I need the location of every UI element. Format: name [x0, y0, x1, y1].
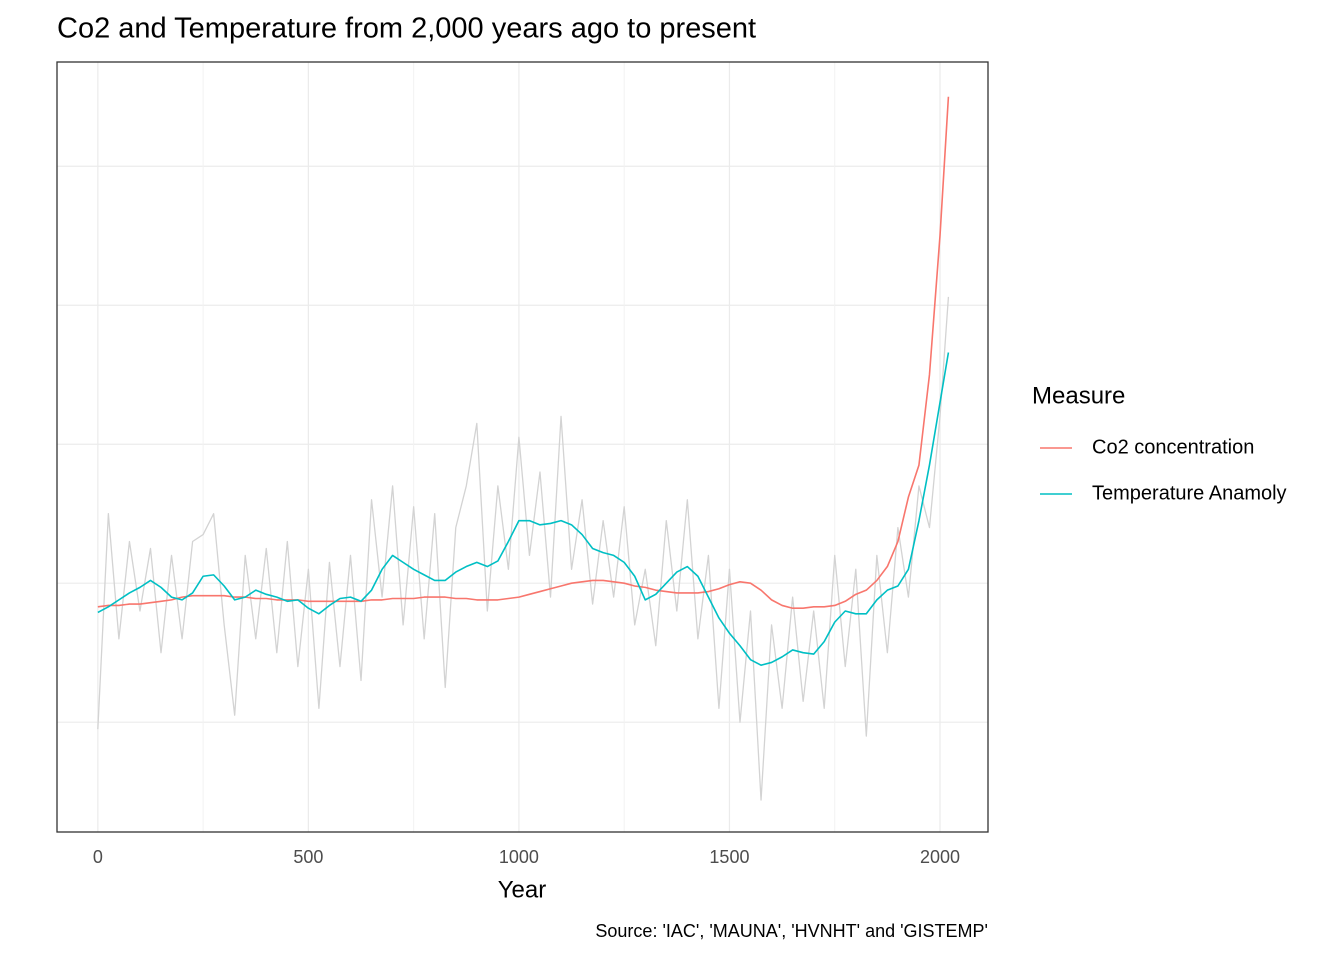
- annual-line: [97, 296, 950, 801]
- x-axis-label: Year: [498, 876, 547, 903]
- x-tick-label: 1500: [709, 847, 749, 867]
- chart-title: Co2 and Temperature from 2,000 years ago…: [57, 13, 756, 45]
- series-line: [97, 352, 950, 667]
- caption: Source: 'IAC', 'MAUNA', 'HVNHT' and 'GIS…: [595, 921, 988, 941]
- x-tick-label: 2000: [920, 847, 960, 867]
- legend-label: Co2 concentration: [1092, 436, 1254, 458]
- x-tick-label: 1000: [499, 847, 539, 867]
- x-tick-label: 0: [93, 847, 103, 867]
- legend-title: Measure: [1032, 382, 1125, 409]
- x-tick-label: 500: [293, 847, 323, 867]
- series-line: [97, 96, 950, 610]
- legend-label: Temperature Anamoly: [1092, 482, 1287, 504]
- plot-border: [56, 61, 989, 833]
